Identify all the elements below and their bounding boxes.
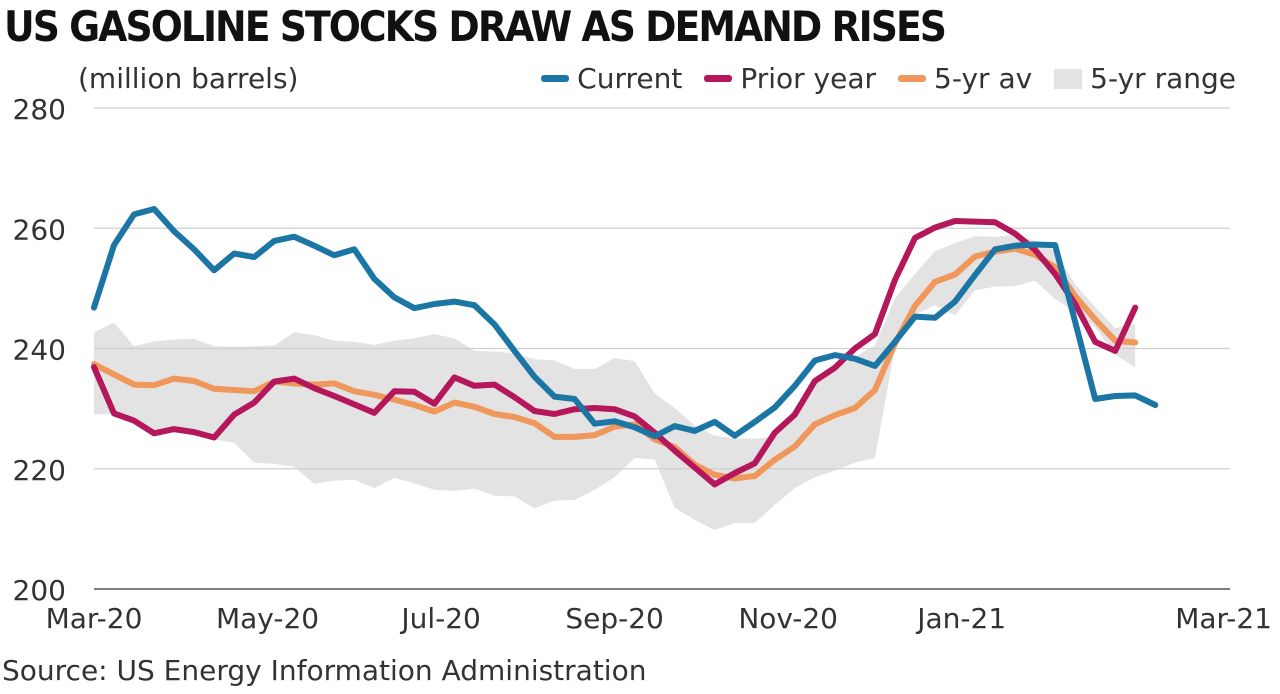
legend-item-current: Current <box>541 62 682 95</box>
legend-swatch-5yr-range <box>1054 68 1083 89</box>
legend-item-5yr-range: 5-yr range <box>1054 62 1236 95</box>
y-tick-label: 220 <box>13 454 66 487</box>
x-tick-label: Sep-20 <box>565 602 664 635</box>
legend-label-5yr-range: 5-yr range <box>1090 62 1236 95</box>
y-axis-unit-label: (million barrels) <box>78 62 299 95</box>
legend-swatch-current <box>541 75 570 82</box>
x-tick-label: May-20 <box>216 602 319 635</box>
legend-label-prior-year: Prior year <box>740 62 877 95</box>
legend-swatch-5yr-av <box>898 75 927 82</box>
x-tick-label: Mar-20 <box>46 602 143 635</box>
y-tick-label: 260 <box>13 213 66 246</box>
x-tick-label: Nov-20 <box>738 602 838 635</box>
legend-label-5yr-av: 5-yr av <box>934 62 1033 95</box>
series-line-prior-year <box>91 218 1139 488</box>
x-tick-label: Jan-21 <box>915 602 1006 635</box>
chart-title: US GASOLINE STOCKS DRAW AS DEMAND RISES <box>4 2 947 51</box>
chart-legend: Current Prior year 5-yr av 5-yr range <box>541 62 1236 95</box>
series-line-current <box>91 206 1159 440</box>
legend-swatch-prior-year <box>704 75 733 82</box>
legend-item-prior-year: Prior year <box>704 62 876 95</box>
x-tick-label: Jul-20 <box>399 602 481 635</box>
source-note: Source: US Energy Information Administra… <box>2 654 647 687</box>
y-tick-label: 280 <box>13 93 66 126</box>
y-tick-label: 240 <box>13 334 66 367</box>
x-tick-label: Mar-21 <box>1175 602 1272 635</box>
y-tick-label: 200 <box>13 574 66 607</box>
legend-item-5yr-av: 5-yr av <box>898 62 1032 95</box>
range-band-5yr <box>94 234 1136 531</box>
legend-label-current: Current <box>577 62 683 95</box>
